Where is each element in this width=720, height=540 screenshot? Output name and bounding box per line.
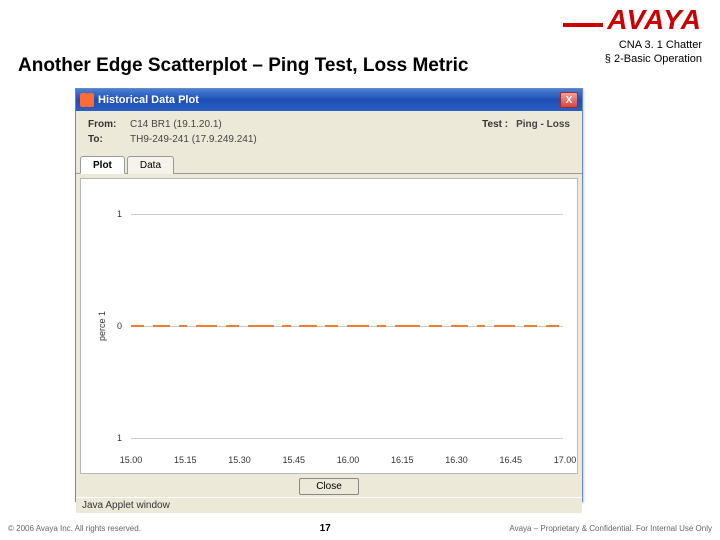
data-segment xyxy=(325,325,338,327)
titlebar[interactable]: Historical Data Plot X xyxy=(76,89,582,111)
data-segment xyxy=(299,325,316,327)
info-panel: From: C14 BR1 (19.1.20.1) Test : Ping - … xyxy=(76,111,582,155)
from-value: C14 BR1 (19.1.20.1) xyxy=(130,119,222,130)
window-close-icon[interactable]: X xyxy=(560,92,578,108)
data-segment xyxy=(395,325,421,327)
header-right: AVAYA CNA 3. 1 Chatter § 2-Basic Operati… xyxy=(563,4,702,67)
x-tick: 15.30 xyxy=(228,455,251,465)
tab-data[interactable]: Data xyxy=(127,156,174,174)
from-label: From: xyxy=(88,119,130,130)
app-icon xyxy=(80,93,94,107)
data-segment xyxy=(347,325,369,327)
test-value: Ping - Loss xyxy=(516,119,570,130)
x-tick: 15.45 xyxy=(282,455,305,465)
section-line1: CNA 3. 1 Chatter xyxy=(563,38,702,52)
test-label: Test : xyxy=(482,119,508,130)
page-number: 17 xyxy=(320,523,331,534)
data-segment xyxy=(131,325,144,327)
section-info: CNA 3. 1 Chatter § 2-Basic Operation xyxy=(563,38,702,67)
status-bar: Java Applet window xyxy=(76,497,582,513)
x-tick: 16.45 xyxy=(499,455,522,465)
brand-name: AVAYA xyxy=(607,4,702,35)
copyright: © 2006 Avaya Inc. All rights reserved. xyxy=(8,524,141,533)
brand-dash xyxy=(563,23,603,27)
footer: © 2006 Avaya Inc. All rights reserved. 1… xyxy=(0,523,720,534)
data-segment xyxy=(494,325,516,327)
data-segment xyxy=(477,325,486,327)
tab-plot[interactable]: Plot xyxy=(80,156,125,174)
close-button[interactable]: Close xyxy=(299,478,359,495)
to-value: TH9-249-241 (17.9.249.241) xyxy=(130,134,257,145)
x-tick: 17.00 xyxy=(554,455,577,465)
historical-data-plot-window: Historical Data Plot X From: C14 BR1 (19… xyxy=(75,88,583,502)
footer-right: Avaya – Proprietary & Confidential. For … xyxy=(509,524,712,533)
data-segment xyxy=(282,325,291,327)
x-tick: 16.30 xyxy=(445,455,468,465)
tab-bar: Plot Data xyxy=(76,155,582,174)
page-title: Another Edge Scatterplot – Ping Test, Lo… xyxy=(18,55,468,77)
data-segment xyxy=(451,325,468,327)
test-block: Test : Ping - Loss xyxy=(482,119,570,130)
data-segment xyxy=(248,325,274,327)
y-tick: 1 xyxy=(117,433,122,443)
y-tick: 1 xyxy=(117,209,122,219)
data-segment xyxy=(377,325,386,327)
data-segment xyxy=(524,325,537,327)
gridline xyxy=(131,214,563,215)
window-title: Historical Data Plot xyxy=(98,94,199,106)
data-segment xyxy=(546,325,559,327)
from-row: From: C14 BR1 (19.1.20.1) Test : Ping - … xyxy=(88,119,570,130)
x-tick: 16.15 xyxy=(391,455,414,465)
gridline xyxy=(131,438,563,439)
data-series xyxy=(131,325,563,327)
data-segment xyxy=(429,325,442,327)
x-tick: 15.00 xyxy=(120,455,143,465)
section-line2: § 2-Basic Operation xyxy=(563,52,702,66)
data-segment xyxy=(226,325,239,327)
x-tick: 15.15 xyxy=(174,455,197,465)
data-segment xyxy=(153,325,170,327)
data-segment xyxy=(196,325,218,327)
to-label: To: xyxy=(88,134,130,145)
x-tick: 16.00 xyxy=(337,455,360,465)
to-row: To: TH9-249-241 (17.9.249.241) xyxy=(88,134,570,145)
data-segment xyxy=(179,325,188,327)
y-tick: 0 xyxy=(117,321,122,331)
y-axis-label: perce 1 xyxy=(97,311,107,341)
plot-area: perce 1 1 0 1 15.00 15.15 15.30 15.45 16.00 16.… xyxy=(80,178,578,474)
brand-logo: AVAYA xyxy=(563,4,702,36)
